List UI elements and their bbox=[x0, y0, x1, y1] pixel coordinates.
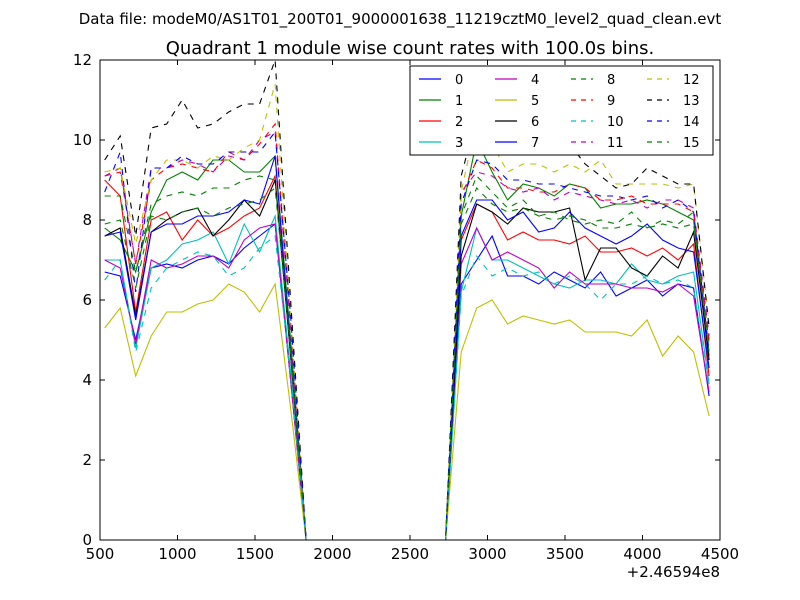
x-tick-label: 500 bbox=[86, 545, 115, 563]
legend-label-4: 4 bbox=[531, 73, 539, 88]
x-tick-label: 3000 bbox=[468, 545, 506, 563]
legend-label-8: 8 bbox=[607, 73, 615, 88]
suptitle: Data file: modeM0/AS1T01_200T01_90000016… bbox=[79, 10, 722, 29]
legend-label-3: 3 bbox=[455, 136, 463, 151]
x-tick-label: 1000 bbox=[158, 545, 196, 563]
legend-label-2: 2 bbox=[455, 115, 463, 130]
ticks-layer: 500 1000 1500 2000 2500 3000 3500 4000 4500 0 2 4 6 8… bbox=[73, 51, 739, 563]
x-tick-label: 4500 bbox=[701, 545, 739, 563]
legend-label-13: 13 bbox=[683, 94, 700, 109]
legend-label-15: 15 bbox=[683, 136, 700, 151]
legend-label-1: 1 bbox=[455, 94, 463, 109]
y-tick-label: 6 bbox=[82, 291, 92, 309]
legend-label-7: 7 bbox=[531, 136, 539, 151]
legend-label-11: 11 bbox=[607, 136, 624, 151]
y-tick-label: 8 bbox=[82, 211, 92, 229]
legend-label-5: 5 bbox=[531, 94, 539, 109]
legend-label-14: 14 bbox=[683, 115, 700, 130]
x-offset-label: +2.46594e8 bbox=[627, 563, 720, 581]
y-tick-label: 12 bbox=[73, 51, 92, 69]
legend-label-0: 0 bbox=[455, 73, 463, 88]
legend-label-10: 10 bbox=[607, 115, 624, 130]
y-tick-label: 4 bbox=[82, 371, 92, 389]
legend-box bbox=[409, 65, 714, 156]
chart-title: Quadrant 1 module wise count rates with … bbox=[166, 38, 655, 59]
y-tick-label: 2 bbox=[82, 451, 92, 469]
y-tick-label: 0 bbox=[82, 531, 92, 549]
legend-label-12: 12 bbox=[683, 73, 700, 88]
series-line-10 bbox=[104, 234, 710, 541]
legend-label-9: 9 bbox=[607, 94, 615, 109]
series-line-9 bbox=[104, 122, 710, 541]
legend-label-6: 6 bbox=[531, 115, 539, 130]
x-tick-label: 2000 bbox=[313, 545, 351, 563]
y-tick-label: 10 bbox=[73, 131, 92, 149]
x-tick-label: 4000 bbox=[623, 545, 661, 563]
plot-frame bbox=[99, 59, 721, 541]
x-tick-label: 3500 bbox=[546, 545, 584, 563]
x-tick-label: 2500 bbox=[391, 545, 429, 563]
x-tick-label: 1500 bbox=[236, 545, 274, 563]
